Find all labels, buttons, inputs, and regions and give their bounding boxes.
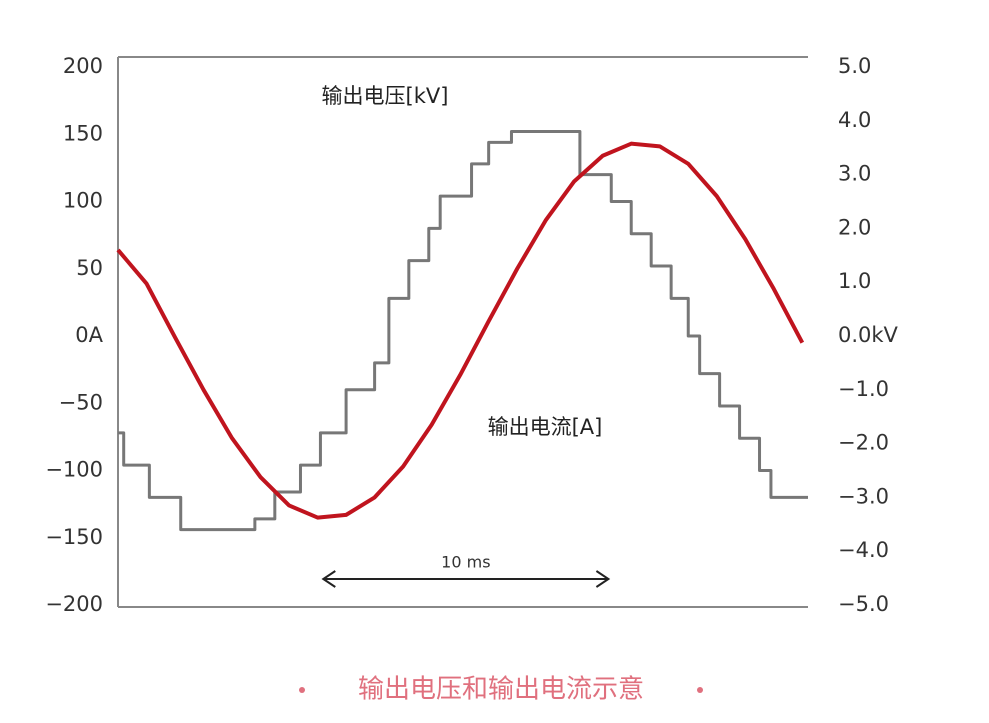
y2-tick-label: 5.0 xyxy=(838,54,871,78)
series-line xyxy=(116,141,805,520)
y2-tick-label: 3.0 xyxy=(838,162,871,186)
annotation-label: 10 ms xyxy=(441,553,490,572)
y2-tick-label: −5.0 xyxy=(838,592,889,616)
y2-tick-label: 2.0 xyxy=(838,215,871,239)
series-label: 输出电压[kV] xyxy=(322,84,449,108)
y2-tick-label: −2.0 xyxy=(838,431,889,455)
y-tick-label: −100 xyxy=(45,458,103,482)
y-tick-label: −50 xyxy=(59,390,103,414)
y-tick-label: 50 xyxy=(76,256,103,280)
y-tick-label: 100 xyxy=(63,189,103,213)
y2-tick-label: 4.0 xyxy=(838,108,871,132)
y-tick-label: 150 xyxy=(63,121,103,145)
y2-tick-label: −1.0 xyxy=(838,377,889,401)
y-tick-label: −150 xyxy=(45,525,103,549)
y-tick-label: 0A xyxy=(75,323,103,347)
caption-dot xyxy=(697,687,703,693)
y2-tick-label: −4.0 xyxy=(838,538,889,562)
series-label: 输出电流[A] xyxy=(488,415,603,439)
y2-tick-label: 0.0kV xyxy=(838,323,899,347)
series-line xyxy=(118,130,808,532)
caption-dot xyxy=(299,687,305,693)
y2-tick-label: 1.0 xyxy=(838,269,871,293)
annotation-arrow xyxy=(321,570,611,588)
chart-title: 输出电压和输出电流示意 xyxy=(358,675,644,705)
y-tick-label: 200 xyxy=(63,54,103,78)
y-tick-label: −200 xyxy=(45,592,103,616)
y2-tick-label: −3.0 xyxy=(838,484,889,508)
